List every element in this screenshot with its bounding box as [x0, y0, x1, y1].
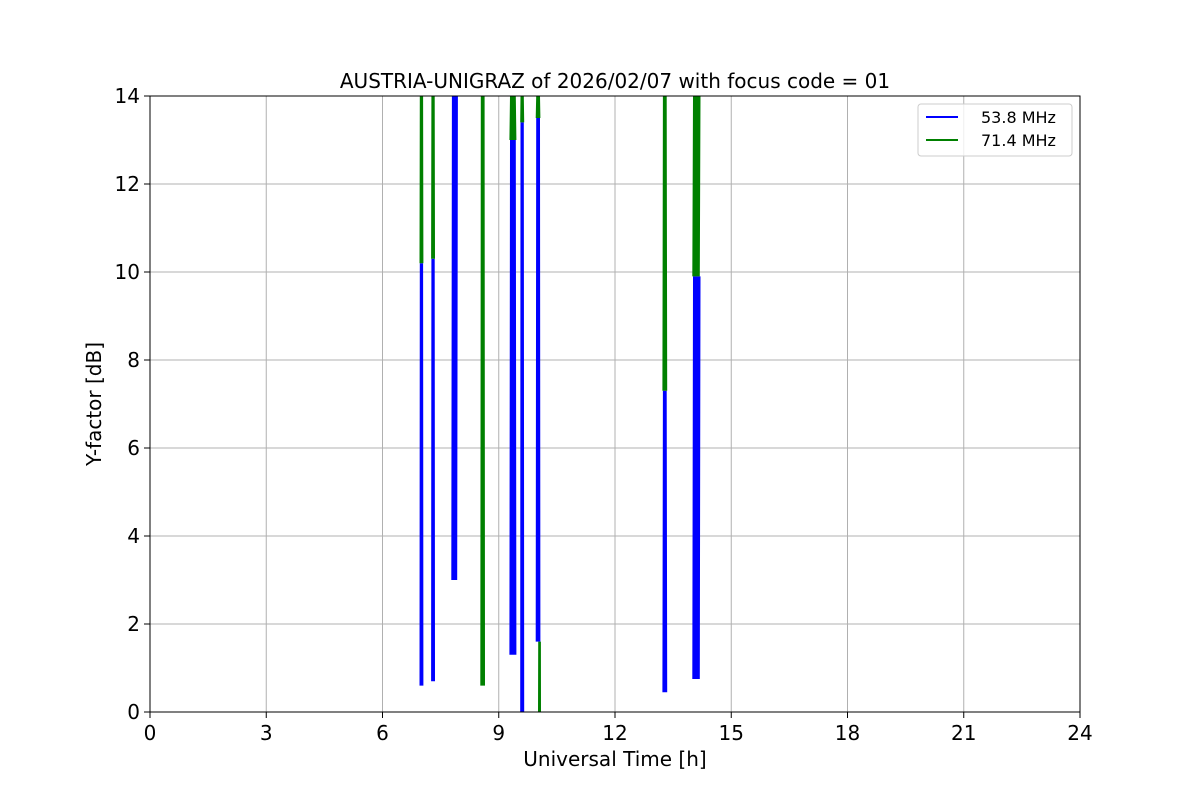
series-53-8-burst-7 — [692, 276, 701, 680]
series-71-4-burst-8 — [692, 95, 701, 277]
series-53-8-burst-6 — [662, 390, 668, 693]
y-tick-label: 8 — [127, 348, 140, 372]
y-tick-label: 14 — [115, 84, 140, 108]
y-tick-label: 2 — [127, 612, 140, 636]
y-tick-label: 0 — [127, 700, 140, 724]
series-71-4-burst-1 — [431, 95, 435, 259]
series-71-4-burst-0 — [419, 95, 424, 264]
series-53-8-burst-0 — [419, 263, 424, 686]
x-tick-label: 18 — [835, 721, 860, 745]
series-71-4-burst-4 — [520, 95, 525, 123]
legend-label-71-4: 71.4 MHz — [981, 131, 1056, 150]
series-53-8-burst-1 — [431, 258, 435, 682]
series-53-8-burst-3 — [509, 139, 517, 655]
series-53-8-burst-4 — [520, 122, 525, 713]
series-71-4-burst-5 — [535, 95, 541, 119]
y-axis-label: Y-factor [dB] — [82, 342, 106, 467]
y-tick-label: 6 — [127, 436, 140, 460]
x-axis-label: Universal Time [h] — [523, 747, 706, 771]
series-71-4-burst-7 — [662, 95, 668, 391]
legend-label-53-8: 53.8 MHz — [981, 108, 1056, 127]
y-tick-label: 10 — [115, 260, 140, 284]
series-71-4-burst-3 — [509, 95, 517, 141]
series-71-4-burst-6 — [538, 641, 541, 713]
x-tick-label: 3 — [260, 721, 273, 745]
x-tick-label: 6 — [376, 721, 389, 745]
series-53-8-burst-2 — [451, 95, 458, 581]
x-tick-label: 0 — [144, 721, 157, 745]
x-tick-label: 21 — [951, 721, 976, 745]
legend: 53.8 MHz 71.4 MHz — [917, 103, 1073, 157]
x-tick-label: 12 — [602, 721, 627, 745]
y-tick-label: 4 — [127, 524, 140, 548]
x-tick-label: 9 — [492, 721, 505, 745]
chart-title: AUSTRIA-UNIGRAZ of 2026/02/07 with focus… — [340, 69, 890, 93]
x-tick-label: 15 — [719, 721, 744, 745]
series-53-8-burst-5 — [535, 117, 541, 642]
y-tick-label: 12 — [115, 172, 140, 196]
series-71-4-burst-2 — [480, 95, 485, 686]
x-tick-label: 24 — [1067, 721, 1092, 745]
